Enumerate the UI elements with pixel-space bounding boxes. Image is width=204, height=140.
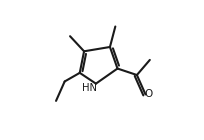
Text: O: O bbox=[144, 89, 152, 99]
Text: HN: HN bbox=[82, 83, 98, 94]
